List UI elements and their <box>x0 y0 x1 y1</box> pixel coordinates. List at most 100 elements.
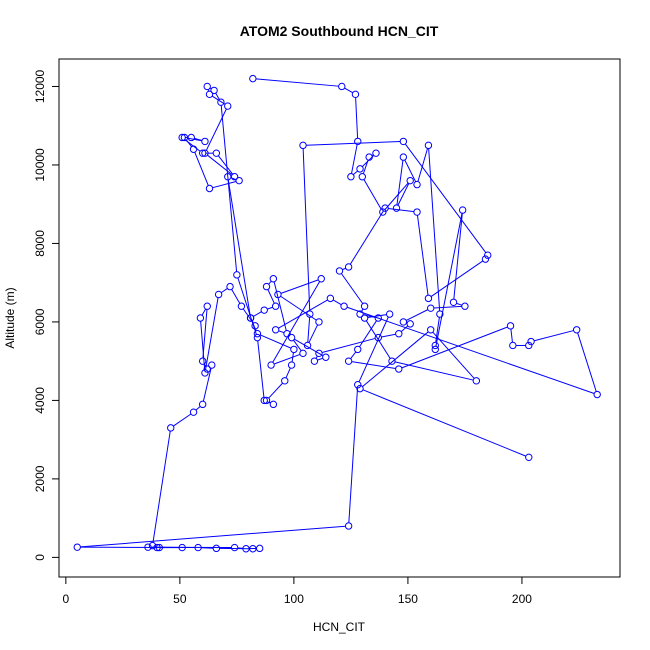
data-point <box>356 384 364 393</box>
series-line-segment <box>404 143 487 253</box>
data-point <box>210 86 218 95</box>
series-line-segment <box>268 280 272 285</box>
series-line-segment <box>205 108 227 151</box>
data-point <box>155 543 164 552</box>
data-point <box>226 282 234 291</box>
series-line-segment <box>430 260 484 297</box>
series-line-segment <box>416 215 429 296</box>
series-line-segment <box>308 324 319 343</box>
x-tick-label: 50 <box>173 592 187 606</box>
data-point <box>187 133 195 142</box>
x-axis: 0 50 100 150 200 <box>62 576 532 606</box>
data-point <box>506 322 515 330</box>
data-point <box>358 173 367 181</box>
data-point <box>178 133 186 142</box>
data-point <box>424 294 433 303</box>
x-tick-label: 200 <box>512 592 532 606</box>
data-point <box>431 345 439 354</box>
data-point <box>212 544 221 553</box>
series-line-segment <box>396 160 404 206</box>
data-point <box>525 341 533 350</box>
data-point <box>253 329 262 338</box>
data-point <box>260 306 268 314</box>
series-line-segment <box>405 309 429 321</box>
series-line-segment <box>253 311 262 317</box>
series-line-segment <box>397 183 410 206</box>
data-point <box>230 543 239 552</box>
y-tick-label: 10000 <box>33 148 47 182</box>
series-line-segment <box>291 352 294 362</box>
data-point <box>338 82 346 91</box>
data-point <box>287 333 296 342</box>
series-line-segment <box>456 302 463 306</box>
data-point <box>303 341 312 350</box>
y-tick-label: 4000 <box>33 387 47 414</box>
data-point <box>178 543 186 552</box>
data-point <box>347 173 355 181</box>
data-point <box>360 314 369 322</box>
data-point <box>472 377 481 385</box>
series-line-segment <box>510 328 513 343</box>
data-point <box>406 320 414 328</box>
data-point <box>395 365 403 373</box>
series-line-segment <box>404 159 417 182</box>
series-line-segment <box>381 333 396 338</box>
data-point <box>201 149 209 157</box>
series-line-segment <box>195 406 201 411</box>
data-point <box>205 90 214 99</box>
data-point <box>360 302 369 310</box>
series-line-segment <box>152 430 171 543</box>
series-line-segment <box>317 357 323 361</box>
series-line-segment <box>453 213 463 300</box>
series-line-segment <box>194 152 209 186</box>
data-point <box>287 361 296 369</box>
series-line-segment <box>205 297 219 370</box>
data-point <box>374 333 382 342</box>
data-point <box>431 341 439 350</box>
data-point <box>274 290 282 299</box>
y-tick-label: 6000 <box>33 308 47 335</box>
data-point <box>395 329 403 338</box>
series-line-segment <box>349 210 384 265</box>
y-axis: 0 2000 4000 6000 8000 10000 12000 <box>33 69 60 561</box>
data-point <box>262 282 271 291</box>
series-line-segment <box>350 351 357 359</box>
series-line-segment <box>359 320 377 347</box>
data-point <box>214 290 223 299</box>
series-line-segment <box>207 154 233 176</box>
series-line-segment <box>294 338 324 357</box>
series-line-segment <box>173 413 192 427</box>
series-line-segment <box>202 368 212 402</box>
x-tick-label: 100 <box>284 592 304 606</box>
data-point <box>335 267 344 275</box>
series-line-segment <box>217 155 234 175</box>
data-point <box>326 294 335 303</box>
data-point <box>249 545 257 553</box>
data-point <box>212 149 221 157</box>
data-point <box>315 349 323 358</box>
series-line-segment <box>184 139 201 152</box>
data-point <box>267 361 275 369</box>
series-line-segment <box>346 306 595 394</box>
data-point <box>399 318 408 326</box>
series-line-segment <box>394 361 474 381</box>
series-line-segment <box>348 387 359 523</box>
series-line-segment <box>273 281 287 331</box>
data-point <box>354 345 362 354</box>
series-line-segment <box>200 321 206 370</box>
data-point <box>458 206 467 214</box>
data-point <box>73 543 81 551</box>
series-line-segment <box>362 389 527 457</box>
data-point <box>527 337 535 346</box>
data-point <box>449 298 458 307</box>
series-line-segment <box>278 330 285 334</box>
data-point <box>317 275 325 283</box>
series-line-segment <box>351 361 396 370</box>
series-line-segment <box>280 295 317 321</box>
series-line-segment <box>215 92 220 100</box>
data-point <box>424 141 433 150</box>
y-tick-label: 0 <box>33 554 47 561</box>
data-point <box>153 543 161 552</box>
data-point <box>365 153 373 161</box>
data-point <box>249 74 257 83</box>
